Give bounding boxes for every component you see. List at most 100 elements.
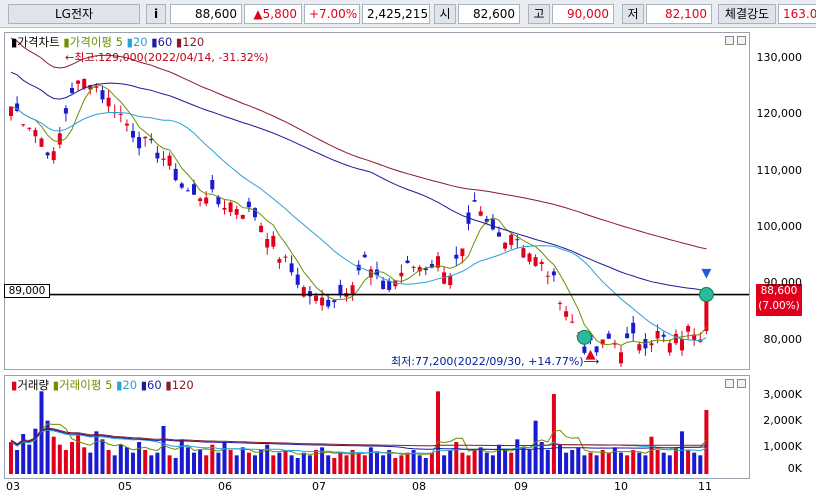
volume-bar [301,452,306,474]
y-tick: 130,000 [756,51,803,64]
vma20-legend: 20 [122,378,138,392]
ma-legend-label: 가격이평 [69,35,112,49]
volume-legend-chart: 거래량 [17,378,50,392]
candle-body [564,311,569,317]
volume-bar [497,444,501,474]
candle-body [100,90,105,100]
volume-bar [698,455,703,474]
volume-bar [173,458,178,474]
candle-body [692,334,697,341]
candle-body [9,106,13,117]
volume-bar [643,455,648,474]
volume-bar [253,455,257,474]
vma120-line [10,427,707,447]
candle-body [271,235,276,247]
candle-body [667,343,672,353]
candle-body [33,130,38,137]
candle-body [460,248,465,257]
volume-bar [637,452,642,474]
candle-body [51,151,56,161]
volume-pane-buttons [722,378,746,391]
candle-body [551,271,556,276]
volume-bar [143,450,148,474]
high-annotation: ←최고:129,000(2022/04/14, -31.32%) [65,51,269,64]
volume-bar [533,420,538,474]
candle-body [192,184,196,195]
volume-bar [484,452,489,474]
candle-body [277,259,282,263]
candle-body [320,297,325,306]
ma20-line [10,106,707,342]
stock-name-field[interactable]: LG전자 [8,4,140,24]
price-legend-marker: ▮ [11,35,18,49]
volume-bar [399,455,404,474]
ma120-legend: 120 [182,35,205,49]
candle-body [210,179,215,190]
volume-bar [277,452,282,474]
volume-bar [118,444,123,474]
reference-price-label: 89,000 [4,284,50,298]
minimize-icon[interactable] [725,379,734,388]
candle-body [368,269,373,278]
cross-marker [576,329,592,345]
candle-body [533,257,538,266]
candle-body [307,291,312,297]
volume-bar [619,452,623,474]
volume-bar [76,434,81,474]
volume-bar [356,452,361,474]
volume-bar [326,455,331,474]
price-legend-chart: 가격차트 [17,35,60,49]
trade-strength: 163.0 [778,4,816,24]
price-chart[interactable] [5,33,749,369]
volume-chart-pane[interactable]: ▮거래량 ▮거래이평 5 ▮20 ▮60 ▮120 [4,375,750,479]
volume-bar [314,450,318,474]
volume-bar [33,428,38,474]
vma60-legend: 60 [147,378,162,392]
candle-body [429,264,434,268]
candle-body [124,123,129,126]
volume-bar [63,450,68,474]
y-tick: 80,000 [763,333,803,346]
minimize-icon[interactable] [725,36,734,45]
candle-body [88,85,93,90]
candle-body [411,266,416,268]
volume-bar [680,431,684,474]
volume-bar [338,452,343,474]
volume-bar [704,410,709,474]
volume-bar [320,447,325,474]
volume-bar [576,447,581,474]
candle-body [484,218,489,222]
candle-body [686,325,691,332]
volume-bar [167,455,172,474]
y-tick: 110,000 [756,164,803,177]
candle-body [381,280,386,289]
volume-bar [161,426,166,474]
y-tick: 2,000K [763,414,802,427]
open-price: 82,600 [458,4,520,24]
candle-body [155,152,160,159]
volume-bar [210,444,215,474]
strength-label: 체결강도 [718,4,776,24]
volume-chart[interactable] [5,376,749,478]
volume-bar [442,455,447,474]
price-chart-pane[interactable]: ▮가격차트 ▮가격이평 5 ▮20 ▮60 ▮120 ←최고:129,000(2… [4,32,750,370]
volume-bar [454,442,459,474]
candle-body [454,254,459,259]
low-price: 82,100 [646,4,712,24]
volume-bar [131,452,135,474]
volume-bar [570,450,575,474]
trade-volume: 2,425,215 [362,4,430,24]
volume-bar [100,439,105,474]
candle-body [417,267,422,272]
candle-body [631,322,636,334]
candle-body [637,344,642,351]
candle-body [106,97,111,107]
info-button[interactable]: i [146,4,166,24]
volume-bar [234,455,239,474]
volume-bar [436,391,440,474]
maximize-icon[interactable] [737,36,746,45]
candle-body [246,201,251,208]
maximize-icon[interactable] [737,379,746,388]
volume-bar [259,450,264,474]
volume-bar [594,455,599,474]
